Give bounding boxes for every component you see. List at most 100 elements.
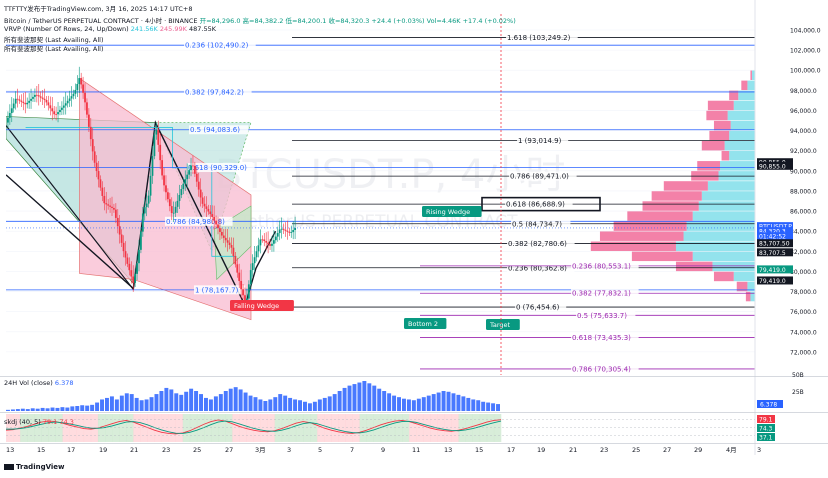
candle-body — [199, 189, 202, 198]
oscillator-zone — [182, 414, 191, 442]
volume-bar — [233, 387, 238, 411]
volume-profile-up-row — [747, 80, 755, 91]
price-axis[interactable]: 104,000.0 102,000.0 100,000.0 98,000.0 96,00… — [790, 28, 821, 357]
candle-body — [249, 270, 252, 285]
oscillator-zone — [303, 414, 311, 442]
volume-bar — [238, 389, 243, 411]
volume-bar — [144, 399, 149, 411]
oscillator-pane[interactable]: 79.1 74.3 37.1 — [5, 414, 775, 442]
candle-body — [62, 105, 65, 108]
volume-bar — [496, 404, 500, 411]
candle-body — [72, 93, 75, 97]
candle-body — [134, 273, 137, 283]
volume-bar — [218, 394, 223, 411]
candle-body — [74, 89, 77, 94]
fib-label-background — [507, 238, 575, 248]
volume-bar — [273, 397, 278, 411]
candle-body — [182, 183, 185, 190]
x-tick-label: 11 — [412, 446, 420, 454]
candle-body — [60, 107, 63, 110]
volume-profile-down-row — [736, 281, 748, 292]
x-tick-label: 27 — [663, 446, 671, 454]
tradingview-brand[interactable]: TradingView — [4, 463, 65, 471]
fib-label-background — [571, 261, 639, 271]
oscillator-label: skdj (40, 5) — [4, 418, 41, 426]
symbol-title[interactable]: Bitcoin / TetherUS PERPETUAL CONTRACT · … — [4, 15, 516, 25]
candle-body — [130, 270, 133, 277]
x-tick-label: 17 — [507, 446, 515, 454]
fib-level-label: 1.618 (103,249.2) — [507, 34, 571, 42]
oscillator-zone — [69, 414, 78, 442]
price-badge — [757, 161, 793, 170]
vrvp-legend[interactable]: VRVP (Number Of Rows, 24, Up/Down) 241.5… — [4, 25, 216, 33]
candles — [6, 66, 754, 310]
volume-bar — [15, 409, 20, 411]
candle-body — [45, 100, 48, 103]
oscillator-zone — [267, 414, 276, 442]
annotation-badge — [486, 319, 520, 330]
price-badge — [757, 265, 793, 274]
candle-body — [195, 173, 198, 182]
fib-level-label: 0.5 (94,083.6) — [190, 126, 240, 134]
annotation-label: Target — [489, 321, 511, 329]
volume-profile-down-row — [721, 151, 730, 161]
candle-body — [41, 97, 44, 99]
oscillator-zone — [331, 414, 339, 442]
volume-bar — [451, 393, 456, 411]
volume-bar — [402, 398, 406, 411]
oscillator-zone — [218, 414, 226, 442]
candle-body — [163, 175, 165, 186]
candle-body — [186, 174, 189, 180]
candle-body — [257, 245, 260, 252]
candle-body — [91, 139, 94, 152]
fib-legend-1[interactable]: 所有斐波那契 (Last Availing, All) — [4, 36, 104, 44]
oscillator-legend[interactable]: skdj (40, 5) 79.1 74.3 — [4, 418, 74, 426]
x-tick-label: 7 — [350, 446, 354, 454]
price-badge — [757, 232, 793, 241]
candle-body — [193, 165, 196, 174]
volume-profile-up-row — [720, 161, 755, 171]
volume-pane[interactable]: 50B 25B 6.378 — [6, 372, 804, 411]
volume-legend[interactable]: 24H Vol (close) 6.378 — [4, 379, 74, 387]
volume-bar — [30, 408, 35, 411]
volume-bar — [436, 392, 441, 411]
oscillator-badge — [757, 415, 775, 423]
volume-bar — [342, 387, 347, 411]
fib-level-label: 0.786 (89,471.0) — [510, 173, 569, 181]
fib-level-label: 0.618 (86,688.9) — [506, 201, 565, 209]
oscillator-zone — [13, 414, 21, 442]
oscillator-zone — [147, 414, 155, 442]
time-axis[interactable]: 13 15 17 19 21 23 25 27 3月 3 5 7 9 11 13 15 17 19 21 23 25 27… — [6, 446, 761, 454]
fib-label-background — [515, 302, 567, 312]
volume-bar — [40, 407, 45, 411]
price-badge-label: 79,419.0 — [759, 278, 786, 285]
oscillator-zone — [479, 414, 488, 442]
candle-body — [120, 234, 123, 243]
oscillator-zone — [430, 414, 438, 442]
fib-level-label: 0.236 (80,362.8) — [508, 264, 567, 272]
candle-body — [240, 280, 243, 290]
candle-body — [282, 228, 285, 230]
price-badge-label: 90,855.0 — [759, 163, 786, 170]
candle-body — [47, 102, 50, 106]
candle-body — [284, 229, 287, 231]
candle-body — [59, 109, 61, 113]
candle-body — [122, 242, 125, 252]
candle-body — [224, 237, 227, 241]
oscillator-zone — [204, 414, 212, 442]
candle-body — [280, 228, 283, 230]
oscillator-zone — [253, 414, 261, 442]
volume-bar — [283, 395, 288, 411]
x-tick-label: 23 — [162, 446, 170, 454]
fib-legend-2[interactable]: 所有斐波那契 (Last Availing, All) — [4, 45, 104, 53]
candle-body — [253, 257, 256, 264]
candle-body — [166, 192, 169, 200]
candle-body — [190, 165, 192, 171]
fib-level-label: 0.786 (70,305.4) — [572, 365, 631, 373]
candle-body — [174, 206, 177, 213]
candle-body — [114, 209, 117, 218]
volume-bar — [75, 406, 80, 411]
volume-bar — [322, 397, 327, 411]
trend-line — [6, 125, 134, 290]
